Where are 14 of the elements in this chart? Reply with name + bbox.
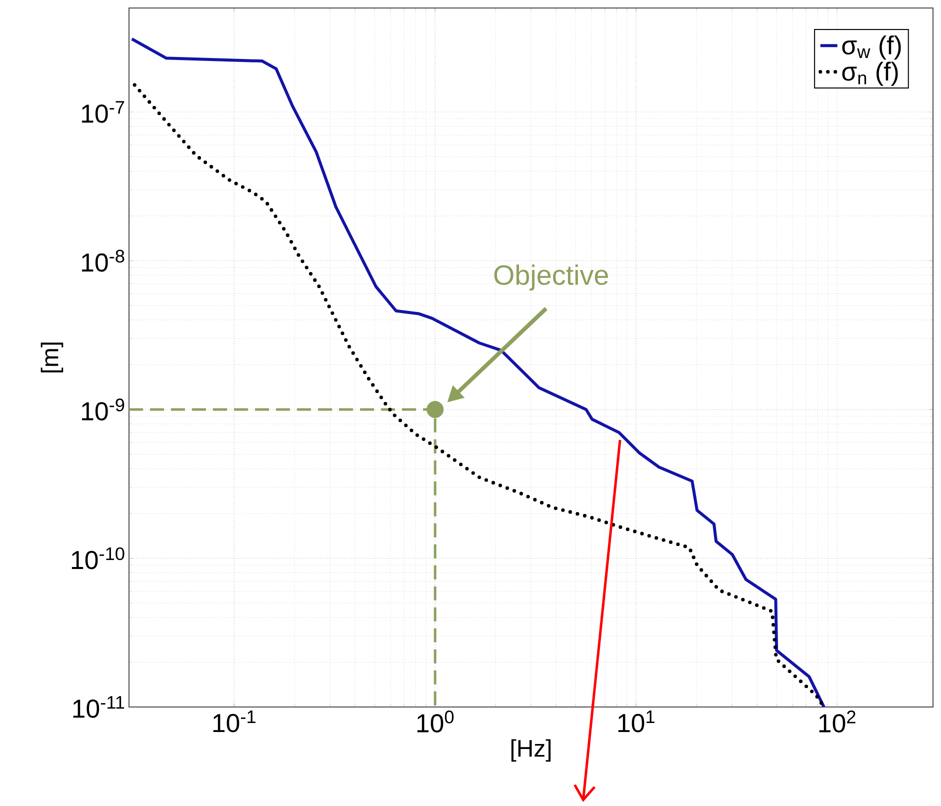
y-tick-label: 10$^{-7}$ [82, 101, 124, 123]
x-tick-label: 10$^{0}$ [417, 710, 454, 732]
y-axis-title: [m] [40, 342, 64, 372]
y-tick-label: 10$^{-9}$ [82, 398, 124, 420]
x-tick-label: 10$^{2}$ [819, 710, 856, 732]
y-tick-label: 10$^{-11}$ [73, 696, 124, 718]
x-tick-label: 10$^{-1}$ [213, 710, 256, 732]
legend-label: σ$_{n}$ (f) [842, 62, 898, 86]
y-tick-label: 10$^{-10}$ [72, 547, 124, 570]
x-tick-label: 10$^{1}$ [618, 710, 654, 732]
annotation: Objective [494, 264, 608, 290]
x-axis-title: [Hz] [511, 739, 551, 762]
y-tick-label: 10$^{-8}$ [82, 250, 124, 272]
legend-label: σ$_{w}$ (f) [842, 35, 901, 60]
